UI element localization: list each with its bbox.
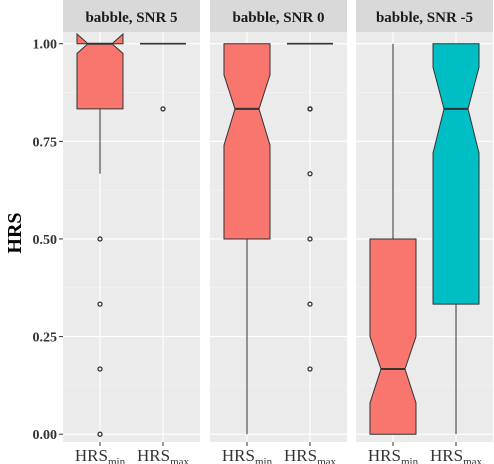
x-tick-label-sub: max	[463, 456, 482, 464]
x-tick-label: HRSmin	[75, 446, 126, 464]
box-max	[140, 42, 187, 112]
outlier-point	[97, 236, 103, 242]
y-axis: 0.00 0.25 0.50 0.75 1.00	[33, 38, 63, 443]
x-tick-label: HRSmin	[222, 446, 273, 464]
outlier-point	[97, 301, 103, 307]
x-tick-label: HRSmax	[137, 446, 190, 464]
outlier-point	[307, 301, 313, 307]
box-max	[287, 42, 334, 372]
y-tick-label: 0.00	[33, 428, 58, 443]
box-max	[432, 43, 480, 435]
x-tick-label-main: HRS	[137, 446, 170, 464]
box-body	[76, 32, 124, 110]
x-tick-label-main: HRS	[222, 446, 255, 464]
x-tick-label: HRSmax	[284, 446, 337, 464]
facet-title: babble, SNR -5	[376, 10, 473, 26]
facet-strip	[63, 0, 200, 32]
x-tick-label-sub: max	[170, 456, 189, 464]
y-tick-label: 0.50	[33, 233, 58, 248]
box-min	[369, 43, 417, 435]
x-tick-label-sub: max	[317, 456, 336, 464]
outlier-point	[307, 106, 313, 112]
x-tick-label: HRSmin	[368, 446, 419, 464]
outlier-point	[307, 236, 313, 242]
outlier-point	[97, 431, 103, 437]
x-tick-label-main: HRS	[368, 446, 401, 464]
y-tick-label: 0.25	[33, 331, 58, 346]
facet-strip	[356, 0, 493, 32]
box-body	[432, 43, 480, 305]
box-body	[369, 238, 417, 435]
outlier-point	[160, 106, 166, 112]
y-axis-label: HRS	[4, 212, 26, 253]
box-body	[223, 43, 271, 240]
x-tick-label-main: HRS	[284, 446, 317, 464]
facet-strip	[210, 0, 347, 32]
x-tick-label: HRSmax	[430, 446, 483, 464]
box-min	[76, 32, 124, 437]
facet-title: babble, SNR 5	[85, 10, 177, 26]
y-tick-label: 0.75	[33, 135, 58, 150]
outlier-point	[307, 366, 313, 372]
y-tick-label: 1.00	[33, 38, 58, 53]
x-tick-label-sub: min	[108, 456, 126, 464]
outlier-point	[97, 366, 103, 372]
facet-title: babble, SNR 0	[232, 10, 324, 26]
box-min	[223, 43, 271, 435]
outlier-point	[307, 171, 313, 177]
x-tick-label-sub: min	[255, 456, 273, 464]
x-tick-label-main: HRS	[430, 446, 463, 464]
x-tick-label-main: HRS	[75, 446, 108, 464]
x-tick-label-sub: min	[401, 456, 419, 464]
